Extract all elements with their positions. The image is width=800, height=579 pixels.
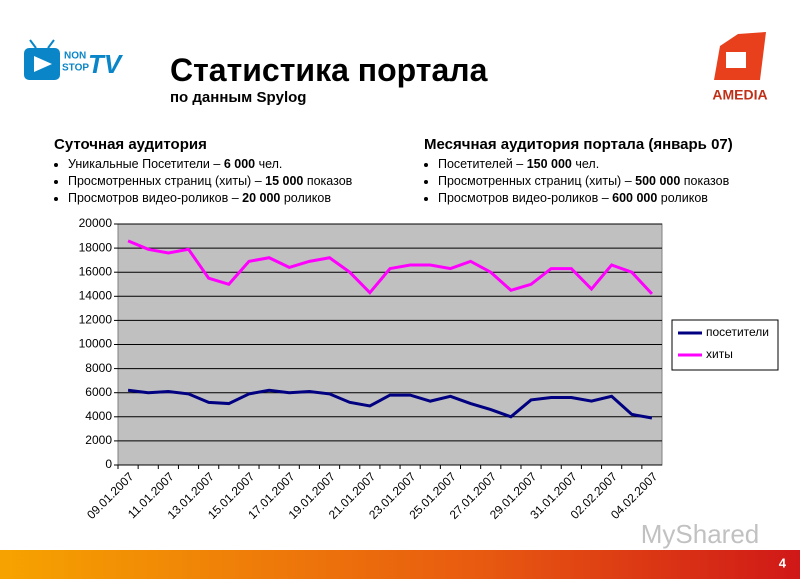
series-line (127, 388, 653, 420)
logo-text: AMEDIA (712, 87, 767, 103)
logo-text: STOP (62, 63, 89, 74)
logo-left: NON STOP TV (24, 39, 124, 80)
y-tick-label: 10000 (79, 337, 113, 351)
y-tick-label: 0 (105, 457, 112, 471)
y-tick-label: 6000 (85, 385, 112, 399)
item-text: роликов (280, 191, 331, 205)
list-item: Просмотров видео-роликов – 600 000 ролик… (438, 190, 794, 207)
item-text: 20 000 (242, 191, 281, 205)
monthly-block: Месячная аудитория портала (январь 07) П… (424, 136, 794, 207)
list: Посетителей – 150 000 чел.Просмотренных … (424, 156, 794, 207)
y-tick-label: 18000 (79, 240, 113, 254)
item-text: 6 000 (223, 157, 256, 171)
item-text: 15 000 (265, 174, 304, 188)
title: Статистика портала (170, 52, 488, 88)
item-text: Просмотренных страниц (хиты) – (438, 174, 636, 188)
logo-right: AMEDIA (712, 32, 768, 103)
list-item: Просмотров видео-роликов – 20 000 ролико… (68, 190, 414, 207)
list-item: Просмотренных страниц (хиты) – 15 000 по… (68, 173, 414, 190)
y-tick-label: 16000 (79, 264, 113, 278)
heading: Суточная аудитория (54, 136, 207, 153)
item-text: чел. (255, 157, 283, 171)
footer-bar (0, 550, 800, 579)
legend (671, 319, 779, 371)
y-tick-label: 14000 (79, 288, 113, 302)
item-text: Просмотренных страниц (хиты) – (68, 174, 266, 188)
heading: Месячная аудитория портала (январь 07) (424, 136, 733, 153)
item-text: Просмотров видео-роликов – (68, 191, 243, 205)
item-text: роликов (657, 191, 708, 205)
y-tick-label: 8000 (85, 361, 112, 375)
y-tick-label: 20000 (79, 216, 113, 230)
page-number: 4 (779, 555, 787, 570)
item-text: Посетителей – (438, 157, 527, 171)
y-tick-label: 2000 (85, 433, 112, 447)
logo-text: NON (64, 51, 86, 62)
item-text: 150 000 (526, 157, 572, 171)
list: Уникальные Посетители – 6 000 чел.Просмо… (54, 156, 414, 207)
y-tick-label: 12000 (79, 313, 113, 327)
y-tick-label: 4000 (85, 409, 112, 423)
item-text: чел. (571, 157, 600, 171)
subtitle: по данным Spylog (170, 89, 307, 106)
item-text: Уникальные Посетители – (68, 157, 224, 171)
daily-block: Суточная аудитория Уникальные Посетители… (54, 136, 414, 207)
list-item: Посетителей – 150 000 чел. (438, 156, 794, 173)
item-text: показов (303, 174, 353, 188)
item-text: показов (680, 174, 730, 188)
series-line (127, 239, 654, 295)
logo-text: TV (88, 49, 124, 79)
item-text: Просмотров видео-роликов – (438, 191, 613, 205)
watermark: MyShared (641, 519, 760, 549)
legend-label: посетители (706, 325, 769, 339)
list-item: Уникальные Посетители – 6 000 чел. (68, 156, 414, 173)
item-text: 600 000 (612, 191, 658, 205)
legend-label: хиты (706, 347, 733, 361)
item-text: 500 000 (635, 174, 681, 188)
list-item: Просмотренных страниц (хиты) – 500 000 п… (438, 173, 794, 190)
title-block: Статистика портала по данным Spylog (170, 52, 487, 106)
